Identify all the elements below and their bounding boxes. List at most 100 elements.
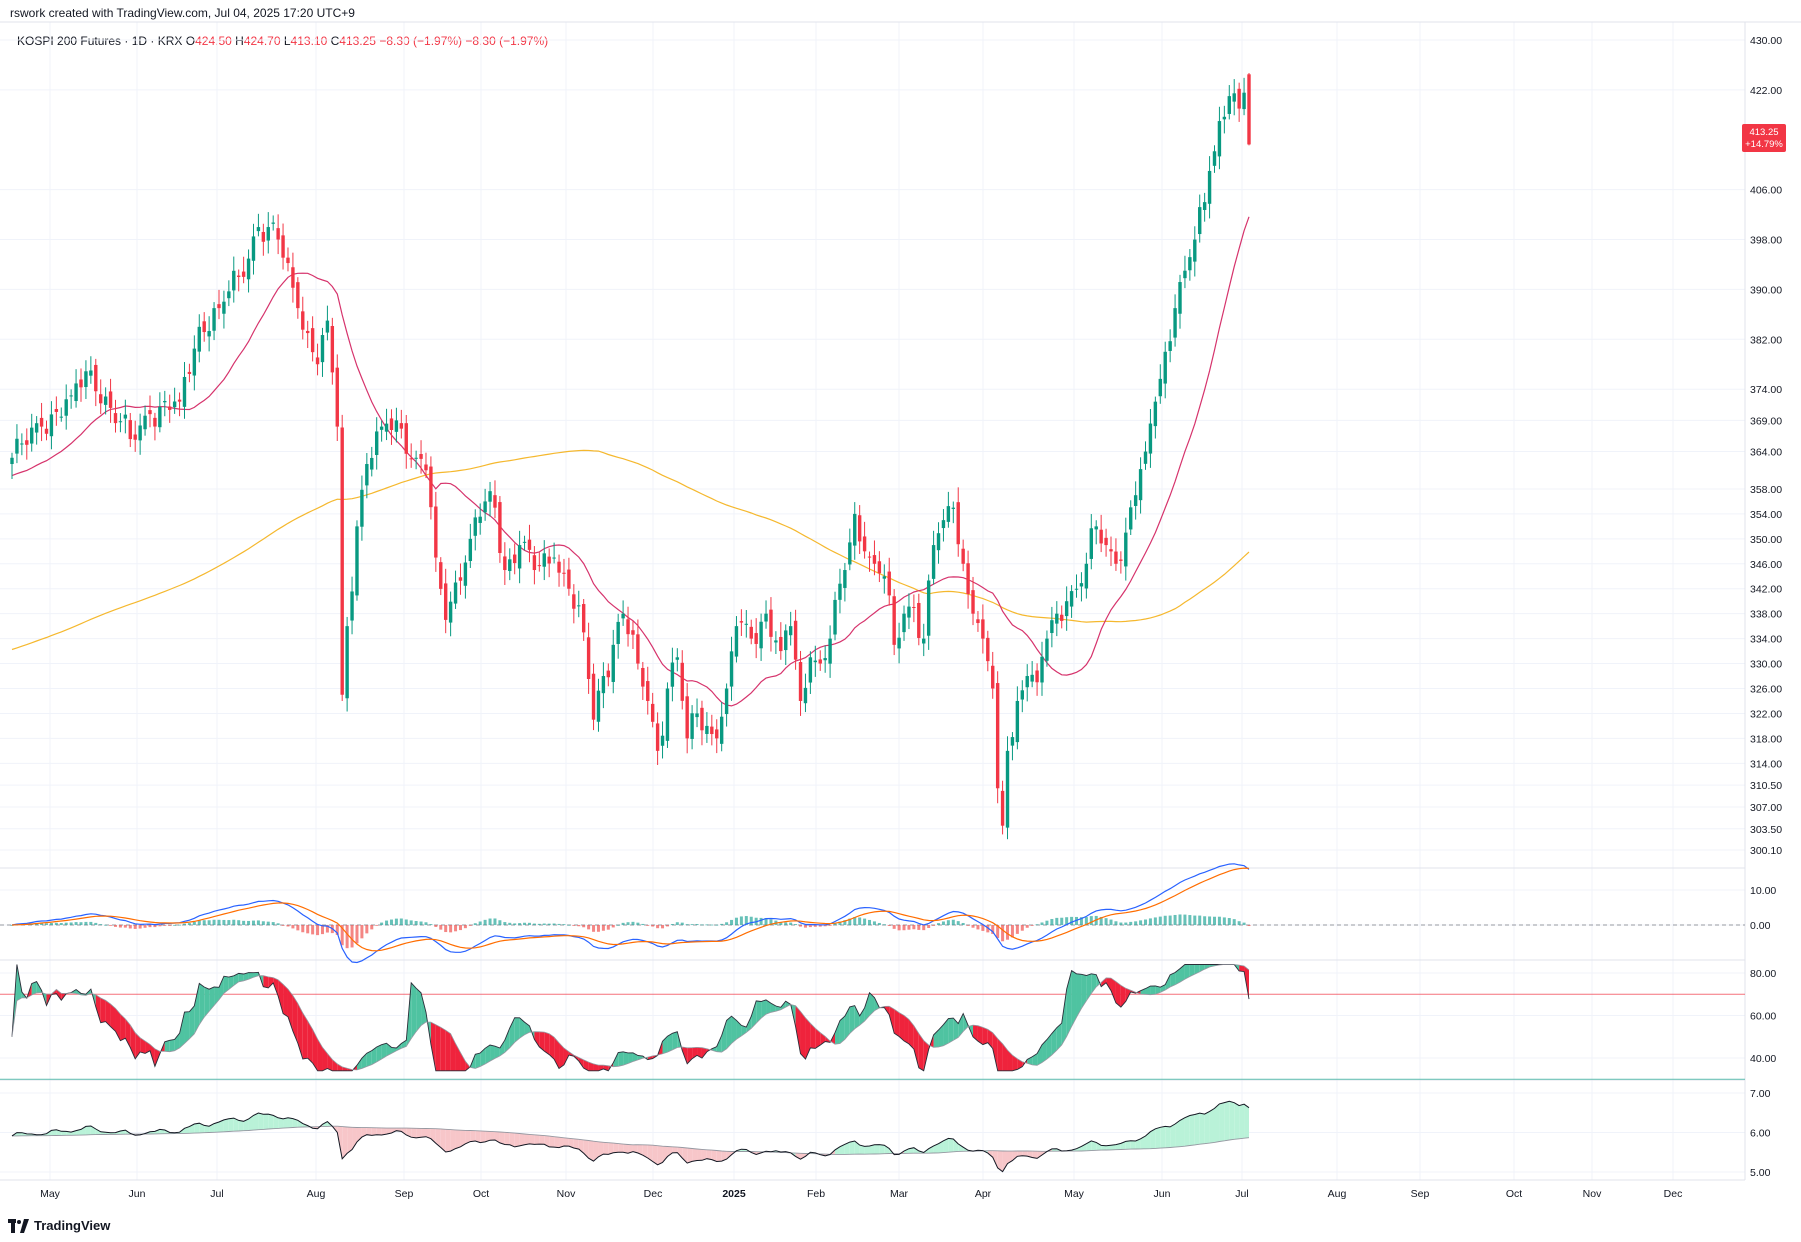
ratio-fill-segment	[366, 1127, 372, 1136]
candle-body	[365, 464, 369, 486]
time-axis-tick-label: May	[1064, 1188, 1085, 1200]
low-value: 413.10	[290, 34, 328, 48]
rsi-fill-segment	[430, 1022, 436, 1071]
candle-body	[414, 457, 418, 459]
macd-signal-line	[11, 867, 1250, 952]
candle-body	[1133, 495, 1138, 506]
price-axis-tick-label: 310.50	[1750, 780, 1782, 792]
macd-histogram-bar	[1079, 917, 1083, 925]
macd-histogram-bar	[325, 925, 329, 933]
ratio-fill-segment	[1076, 1146, 1082, 1152]
candle-body	[660, 735, 665, 746]
candle	[365, 453, 369, 499]
macd-histogram-bar	[168, 925, 172, 926]
candle-body	[232, 270, 236, 291]
candle	[1129, 500, 1133, 536]
rsi-fill-segment	[1106, 977, 1112, 991]
candle	[675, 648, 680, 672]
candle-body	[710, 726, 714, 735]
ratio-pane[interactable]	[11, 1100, 1250, 1173]
macd-histogram-bar	[661, 925, 665, 929]
rsi-fill-segment	[785, 1001, 791, 1008]
candle	[30, 413, 34, 452]
macd-histogram-bar	[828, 925, 832, 926]
ratio-fill-segment	[1096, 1142, 1102, 1151]
macd-histogram-bar	[1134, 921, 1138, 925]
candle	[828, 625, 832, 678]
candle	[59, 407, 63, 422]
rsi-fill-segment	[923, 1040, 929, 1071]
high-value: 424.70	[243, 34, 281, 48]
rsi-pane[interactable]	[0, 964, 1745, 1080]
ratio-fill-segment	[1229, 1101, 1235, 1141]
ratio-fill-segment	[51, 1129, 57, 1136]
macd-pane[interactable]	[0, 863, 1745, 964]
ratio-fill-segment	[1101, 1145, 1107, 1151]
rsi-fill-segment	[1101, 977, 1107, 987]
candle-body	[325, 320, 330, 333]
macd-histogram-bar	[237, 920, 241, 925]
macd-histogram-bar	[148, 925, 152, 928]
candle	[271, 215, 275, 231]
ratio-fill-segment	[381, 1127, 387, 1136]
candle	[232, 256, 236, 303]
candle-body	[981, 619, 985, 639]
time-axis-tick-label: Sep	[395, 1188, 414, 1200]
price-axis-tick-label: 303.50	[1750, 824, 1782, 836]
tradingview-logo-text: TradingView	[34, 1218, 111, 1233]
candle-body	[261, 231, 266, 242]
ratio-fill-segment	[223, 1118, 229, 1132]
ratio-fill-segment	[450, 1129, 456, 1152]
rsi-fill-segment	[1046, 1033, 1052, 1060]
candle-body	[724, 688, 729, 715]
ratio-fill-segment	[519, 1133, 525, 1146]
macd-histogram-bar	[1139, 920, 1143, 925]
candle	[296, 277, 300, 319]
candle-body	[478, 516, 482, 523]
macd-histogram-bar	[537, 923, 541, 925]
rsi-fill-segment	[731, 1016, 737, 1044]
ratio-fill-segment	[154, 1129, 160, 1134]
candle	[1143, 441, 1148, 470]
macd-histogram-bar	[1109, 919, 1113, 925]
macd-histogram-bar	[158, 925, 162, 927]
rsi-fill-segment	[800, 1011, 806, 1060]
ratio-fill-segment	[618, 1143, 624, 1153]
rsi-fill-segment	[189, 1005, 195, 1039]
rsi-fill-segment	[1165, 974, 1171, 990]
macd-histogram-bar	[1030, 925, 1034, 926]
rsi-fill-segment	[938, 1024, 944, 1048]
rsi-fill-segment	[199, 983, 205, 1025]
candle-body	[685, 696, 689, 739]
ratio-fill-segment	[637, 1144, 643, 1156]
rsi-fill-segment	[918, 1033, 924, 1071]
candle	[808, 651, 813, 694]
rsi-fill-segment	[184, 1011, 190, 1044]
price-pane[interactable]	[10, 73, 1251, 840]
candle	[1222, 105, 1227, 134]
price-axis-tick-label: 300.10	[1750, 845, 1782, 857]
time-axis-tick-label: Apr	[975, 1188, 992, 1200]
candle-body	[601, 676, 606, 694]
rsi-fill-segment	[973, 1025, 978, 1042]
macd-histogram-bar	[1035, 924, 1039, 926]
candle-body	[483, 501, 487, 513]
rsi-fill-segment	[149, 1044, 155, 1067]
candle	[207, 316, 211, 352]
ratio-fill-segment	[795, 1153, 801, 1160]
ratio-fill-segment	[608, 1142, 614, 1155]
candle	[690, 705, 694, 750]
ratio-fill-segment	[904, 1148, 909, 1154]
tradingview-logo[interactable]: TradingView	[8, 1218, 110, 1233]
symbol-name[interactable]: KOSPI 200 Futures · 1D · KRX	[17, 34, 183, 48]
rsi-fill-segment	[445, 1030, 451, 1071]
candle-body	[621, 613, 625, 619]
candle-body	[1247, 74, 1251, 145]
macd-histogram-bar	[917, 925, 921, 930]
ratio-fill-segment	[465, 1130, 471, 1144]
candle-body	[217, 304, 221, 309]
macd-histogram-bar	[690, 924, 694, 925]
candle-body	[562, 572, 566, 574]
rsi-fill-segment	[140, 1037, 146, 1054]
